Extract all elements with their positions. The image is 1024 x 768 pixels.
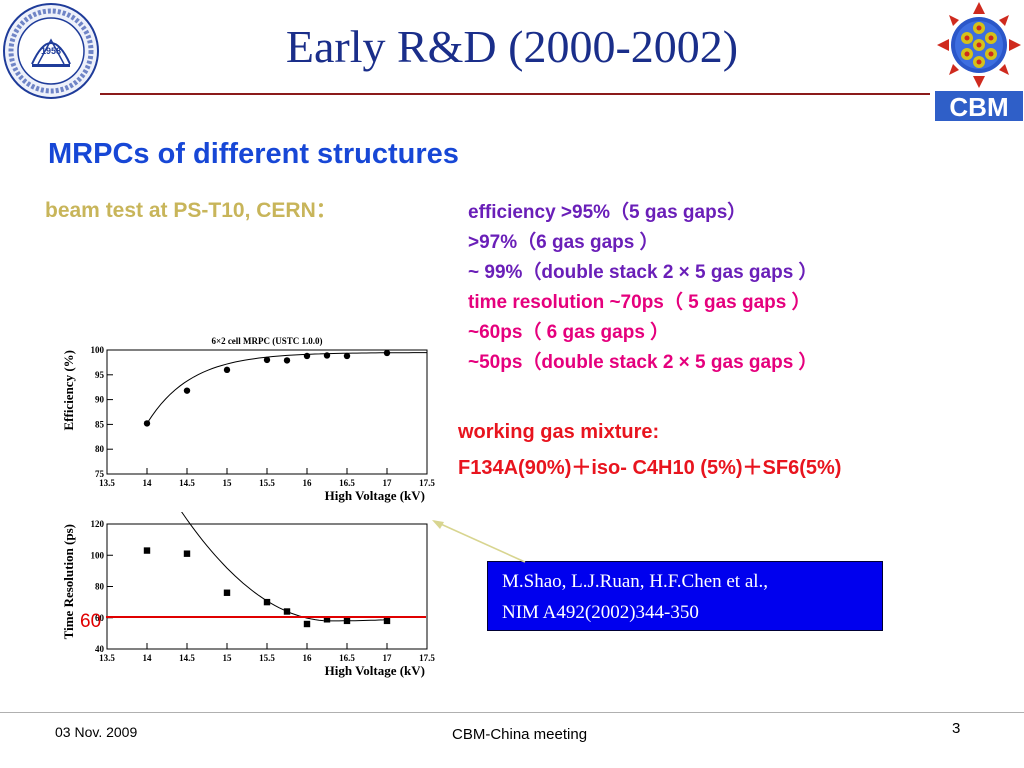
result-line-3: ~ 99%（double stack 2 × 5 gas gaps ） (468, 262, 818, 283)
footer-meeting: CBM-China meeting (452, 726, 588, 743)
eff-point (223, 366, 231, 374)
footer-divider (0, 712, 1024, 713)
tr-ytick-label: 40 (95, 644, 105, 654)
eff-ytick-label: 100 (91, 345, 105, 355)
eff-xtick-label: 15 (223, 478, 233, 488)
result-line-5: ~60ps（ 6 gas gaps ） (468, 322, 670, 343)
eff-xtick-label: 13.5 (99, 478, 115, 488)
eff-title: 6×2 cell MRPC (USTC 1.0.0) (211, 336, 322, 346)
tr-ytick-label: 100 (91, 550, 105, 560)
tr-point (223, 589, 231, 596)
eff-xtick-label: 14 (143, 478, 153, 488)
tr-point (343, 617, 351, 625)
result-line-2: >97%（6 gas gaps ） (468, 232, 659, 253)
footer-page-number: 3 (952, 720, 961, 737)
tr-xtick-label: 14.5 (179, 653, 195, 663)
eff-ytick-label: 90 (95, 395, 105, 405)
title-divider (100, 93, 930, 95)
eff-xtick-label: 16.5 (339, 478, 355, 488)
tr-xtick-label: 16 (303, 653, 313, 663)
tr-ylabel: Time Resolution (ps) (61, 524, 76, 639)
tr-point (283, 608, 291, 615)
eff-point (343, 352, 351, 360)
tr-xtick-label: 15.5 (259, 653, 275, 663)
reference-journal: NIM A492(2002)344-350 (502, 602, 699, 623)
eff-ytick-label: 80 (95, 444, 105, 454)
tr-point (383, 617, 391, 625)
tr-point (143, 547, 151, 554)
eff-ytick-label: 85 (95, 419, 105, 429)
reference-box: M.Shao, L.J.Ruan, H.F.Chen et al., NIM A… (487, 561, 883, 631)
eff-point (383, 349, 391, 357)
reference-line-label: 60 (80, 611, 101, 632)
tr-ytick-label: 80 (95, 582, 105, 592)
eff-point (323, 352, 331, 359)
eff-xtick-label: 16 (303, 478, 313, 488)
efficiency-chart: 13.5 14 14.5 15 15.5 16 16.5 17 17.5 75 80 85 90 95 10… (61, 336, 435, 503)
beam-test-label: beam test at PS-T10, CERN： (45, 199, 337, 222)
tr-xtick-label: 17.5 (419, 653, 435, 663)
university-logo: 1958 (3, 3, 99, 99)
page-title: Early R&D (2000-2002) (285, 21, 739, 72)
eff-point (283, 357, 291, 364)
tr-ytick-label: 120 (91, 519, 105, 529)
eff-ytick-label: 75 (95, 469, 105, 479)
eff-ylabel: Efficiency (%) (61, 350, 76, 431)
tr-point (183, 550, 191, 557)
tr-ytick-label: 60 (95, 613, 105, 623)
eff-point (183, 387, 191, 394)
tr-point (323, 616, 331, 623)
tr-point (263, 598, 271, 606)
tr-point (303, 620, 311, 628)
eff-xtick-label: 17 (383, 478, 393, 488)
pointer-arrowhead (432, 520, 444, 529)
result-line-4: time resolution ~70ps（ 5 gas gaps ） (468, 292, 811, 313)
reference-authors: M.Shao, L.J.Ruan, H.F.Chen et al., (502, 571, 769, 592)
eff-point (143, 420, 151, 427)
tr-xtick-label: 13.5 (99, 653, 115, 663)
result-line-6: ~50ps（double stack 2 × 5 gas gaps ） (468, 352, 818, 373)
cbm-logo: CBM (935, 0, 1023, 121)
eff-xtick-label: 14.5 (179, 478, 195, 488)
pointer-arrow (433, 520, 526, 563)
eff-xlabel: High Voltage (kV) (325, 488, 425, 503)
tr-xtick-label: 15 (223, 653, 233, 663)
eff-fit-curve (146, 352, 427, 424)
tr-xtick-label: 17 (383, 653, 393, 663)
slide-subtitle: MRPCs of different structures (48, 138, 459, 170)
tr-xtick-label: 16.5 (339, 653, 355, 663)
tr-xlabel: High Voltage (kV) (325, 663, 425, 678)
eff-point (303, 352, 311, 360)
eff-ytick-label: 95 (95, 370, 105, 380)
tr-xtick-label: 14 (143, 653, 153, 663)
time-resolution-chart: 13.5 14 14.5 15 15.5 16 16.5 17 17.5 40 60 80 100 120… (61, 512, 435, 678)
footer-date: 03 Nov. 2009 (55, 724, 138, 740)
logo-year: 1958 (41, 46, 61, 56)
eff-xtick-label: 15.5 (259, 478, 275, 488)
result-line-1: efficiency >95%（5 gas gaps） (468, 202, 747, 223)
gas-mixture-label: working gas mixture: (458, 421, 660, 443)
eff-point (263, 356, 271, 364)
cbm-logo-text: CBM (949, 92, 1008, 121)
gas-mixture-value: F134A(90%)＋iso- C4H10 (5%)＋SF6(5%) (458, 457, 842, 479)
eff-xtick-label: 17.5 (419, 478, 435, 488)
